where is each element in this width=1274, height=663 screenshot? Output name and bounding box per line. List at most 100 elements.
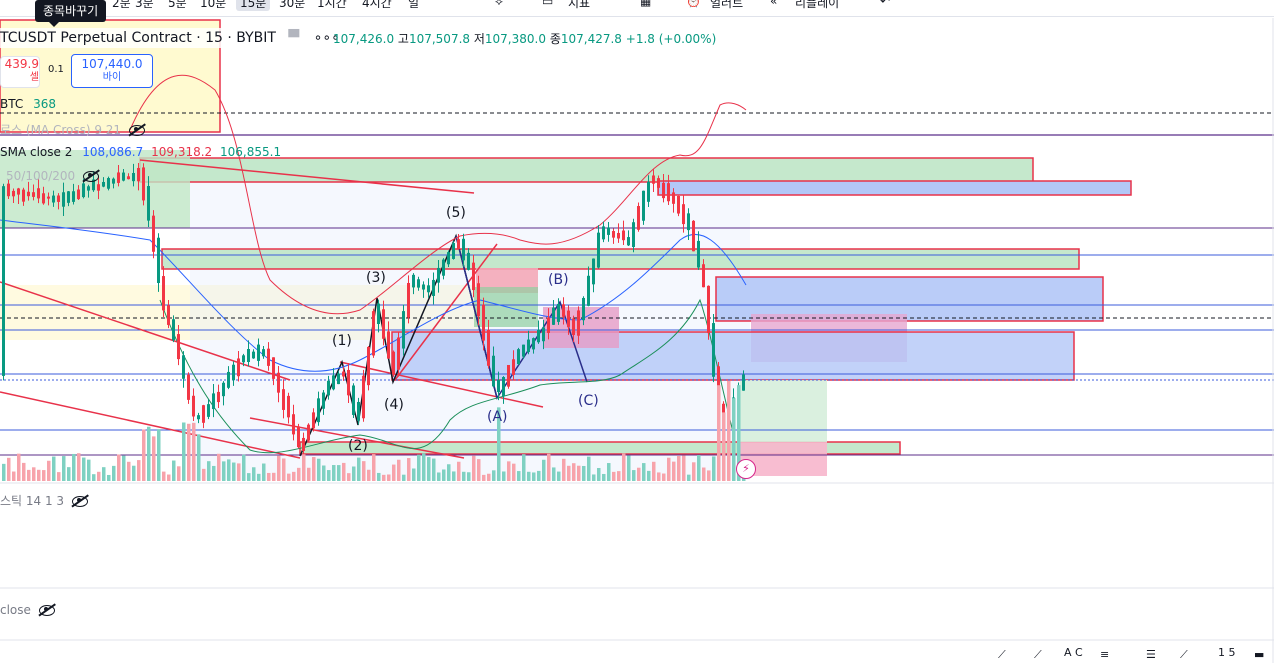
volume-bar [422,453,426,481]
hidden-eye-icon[interactable] [71,496,88,507]
ma-cross-legend[interactable]: 로스 (MA Cross) 9 21 [0,121,145,138]
volume-bar [602,473,606,481]
volume-bar [682,455,686,481]
symbol-title[interactable]: TCUSDT Perpetual Contract · 15 · BYBIT ▀… [0,28,340,48]
volume-bar [702,467,706,481]
candle-body [312,412,315,429]
volume-bar [527,471,531,481]
close-label: 종 [549,32,561,46]
tf-4h[interactable]: 4시간 [362,0,392,10]
candle-body [667,183,670,202]
high-label: 고 [397,32,409,46]
tf-3m[interactable]: 3분 [135,0,154,10]
tf-5m[interactable]: 5분 [168,0,187,10]
text-tool-icon[interactable]: ☰ [1146,648,1156,661]
ruler-icon[interactable]: ⟋ [998,648,1006,661]
compare-icon[interactable]: ⟡ [495,0,503,8]
tf-2m[interactable]: 2분 [112,0,131,10]
alert-button[interactable]: 얼러트 [710,0,744,10]
candle-body [97,184,100,191]
candle-body [72,191,75,202]
wave-label-c: (C) [578,393,599,409]
candle-body [552,307,555,325]
candle-body [342,371,345,377]
candle-body [742,374,745,391]
more-icon[interactable]: ∘∘∘ [313,30,340,46]
volume-bar [627,455,631,481]
volume-bar [22,462,26,481]
volume-bar [232,462,236,481]
volume-bar [637,467,641,481]
path-tool-icon[interactable]: ⟋ [1180,648,1188,661]
candle-body [467,252,470,270]
buy-price: 107,440.0 [81,57,143,71]
flash-event-icon[interactable]: ⚡ [736,459,756,479]
volume-bar [212,465,216,481]
candle-body [527,339,530,353]
tf-15m[interactable]: 15분 [236,0,271,11]
flag-icon[interactable]: ▀ [288,30,300,46]
volume-bar [272,472,276,481]
replay-icon[interactable]: « [770,0,778,8]
bottom-label-1[interactable]: A C [1064,646,1083,659]
candle-body [692,220,695,252]
ma-multi-legend[interactable]: 50/100/200 [6,169,99,183]
bottom-drawing-tools: ⟋ ⟋ A C ≡ ☰ ⟋ 1 5 ▬ [990,646,1274,663]
wave-label-1: (1) [332,333,352,349]
candle-body [522,344,525,357]
volume-bar [377,472,381,481]
volume-bar [732,398,736,481]
line-tool-icon[interactable]: ⟋ [1034,648,1042,661]
volume-bar [187,423,191,481]
volume-bar [707,470,711,481]
hidden-eye-icon[interactable] [83,171,99,182]
close-indicator-label: close [0,603,31,617]
volume-bar [372,454,376,481]
volume-bar [362,461,366,481]
sell-button[interactable]: 439.9 셀 [0,56,40,88]
buy-button[interactable]: 107,440.0 바이 [71,54,153,88]
candle-body [147,186,150,221]
tf-1d[interactable]: 일 [408,0,420,10]
candle-body [47,196,50,199]
candle-body [182,355,185,379]
volume-bar [197,434,201,481]
brush-tool-icon[interactable]: ▬ [1254,648,1265,661]
alert-icon[interactable]: ⏰ [686,0,701,8]
sma-legend[interactable]: SMA close 2 108,086.7 109,318.2 106,855.… [0,145,281,159]
volume-bar [402,474,406,481]
volume-bar [87,459,91,481]
hidden-eye-icon[interactable] [38,605,55,616]
candle-body [617,232,620,239]
indicators-icon[interactable]: ▭ [542,0,554,8]
layout-icon[interactable]: ▦ [640,0,652,8]
candle-body [562,304,565,317]
candle-body [67,191,70,203]
tf-30m[interactable]: 30분 [279,0,306,10]
candle-body [7,183,10,197]
bottom-label-2[interactable]: 1 5 [1218,646,1236,659]
candle-body [672,192,675,204]
candle-body [477,283,480,317]
candle-body [482,304,485,341]
indicators-button[interactable]: 지표 [568,0,591,10]
stoch-legend[interactable]: 스틱 14 1 3 [0,492,88,509]
candle-body [497,380,500,393]
volume-label: BTC [0,97,24,111]
volume-bar [267,472,271,481]
hidden-eye-icon[interactable] [128,125,145,136]
replay-button[interactable]: 리플레이 [795,0,840,10]
volume-bar [722,412,726,481]
tf-10m[interactable]: 10분 [200,0,227,10]
candle-body [697,240,700,268]
volume-bar [77,453,81,481]
close-legend[interactable]: close [0,603,55,617]
fib-icon[interactable]: ≡ [1100,648,1110,661]
undo-icon[interactable]: ↶ [880,0,891,8]
candle-body [662,182,665,199]
candle-body [377,303,380,325]
volume-bar [47,460,51,481]
volume-legend[interactable]: BTC 368 [0,97,56,111]
tf-1h[interactable]: 1시간 [317,0,347,10]
